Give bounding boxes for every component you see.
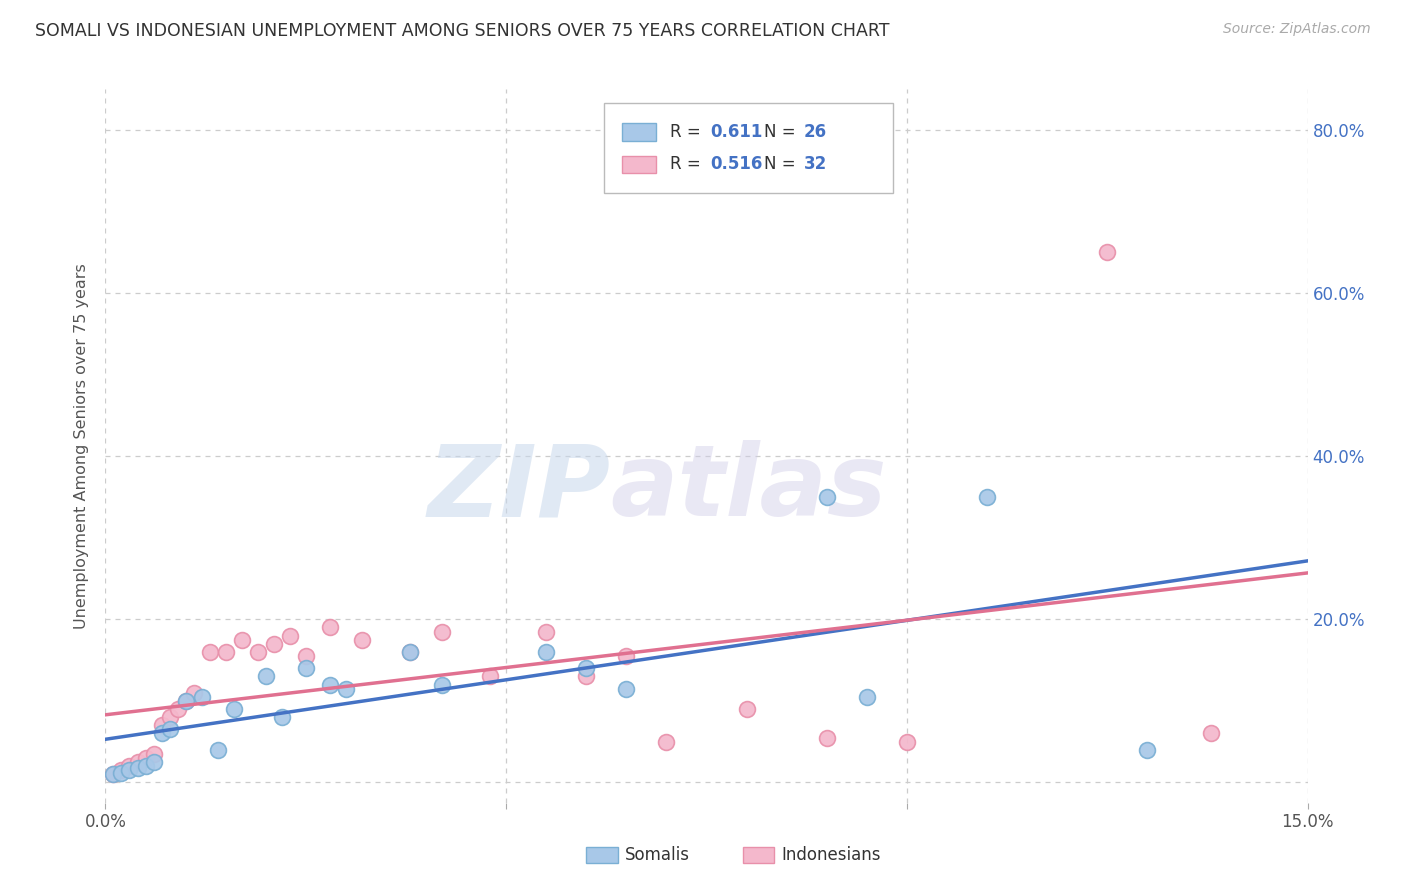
- Point: [1097, 245, 1119, 260]
- Point: [399, 645, 422, 659]
- Point: [278, 629, 301, 643]
- FancyBboxPatch shape: [742, 847, 773, 863]
- Point: [166, 702, 188, 716]
- Point: [159, 723, 181, 737]
- Point: [655, 734, 678, 748]
- Point: [190, 690, 212, 704]
- Point: [319, 677, 342, 691]
- Text: atlas: atlas: [610, 441, 887, 537]
- Point: [1201, 726, 1223, 740]
- Point: [319, 620, 342, 634]
- Point: [174, 694, 197, 708]
- Point: [142, 747, 165, 761]
- Point: [575, 669, 598, 683]
- Point: [222, 702, 245, 716]
- Point: [174, 694, 197, 708]
- Point: [110, 765, 132, 780]
- Point: [118, 759, 141, 773]
- Point: [103, 767, 125, 781]
- FancyBboxPatch shape: [605, 103, 893, 193]
- Point: [815, 490, 838, 504]
- Point: [110, 763, 132, 777]
- FancyBboxPatch shape: [623, 123, 657, 141]
- FancyBboxPatch shape: [623, 155, 657, 173]
- Point: [127, 761, 149, 775]
- Point: [575, 661, 598, 675]
- Point: [534, 645, 557, 659]
- Point: [263, 637, 285, 651]
- Y-axis label: Unemployment Among Seniors over 75 years: Unemployment Among Seniors over 75 years: [75, 263, 90, 629]
- Text: 0.611: 0.611: [710, 123, 762, 141]
- Text: 26: 26: [804, 123, 827, 141]
- Text: N =: N =: [765, 123, 801, 141]
- Point: [855, 690, 877, 704]
- Point: [231, 632, 253, 647]
- Point: [254, 669, 277, 683]
- Point: [479, 669, 502, 683]
- Point: [616, 681, 638, 696]
- Text: ZIP: ZIP: [427, 441, 610, 537]
- Point: [295, 648, 318, 663]
- Point: [127, 755, 149, 769]
- Point: [896, 734, 918, 748]
- Text: R =: R =: [671, 123, 706, 141]
- Point: [430, 677, 453, 691]
- Point: [142, 755, 165, 769]
- Point: [159, 710, 181, 724]
- Text: R =: R =: [671, 155, 706, 173]
- Text: Somalis: Somalis: [624, 846, 690, 863]
- Text: SOMALI VS INDONESIAN UNEMPLOYMENT AMONG SENIORS OVER 75 YEARS CORRELATION CHART: SOMALI VS INDONESIAN UNEMPLOYMENT AMONG …: [35, 22, 890, 40]
- Point: [976, 490, 998, 504]
- Point: [135, 759, 157, 773]
- Point: [246, 645, 269, 659]
- Point: [207, 743, 229, 757]
- Point: [150, 718, 173, 732]
- Point: [430, 624, 453, 639]
- Point: [815, 731, 838, 745]
- Point: [118, 763, 141, 777]
- Point: [1136, 743, 1159, 757]
- Point: [270, 710, 292, 724]
- Text: 0.516: 0.516: [710, 155, 762, 173]
- Text: Indonesians: Indonesians: [782, 846, 880, 863]
- Point: [103, 767, 125, 781]
- Point: [198, 645, 221, 659]
- FancyBboxPatch shape: [586, 847, 617, 863]
- Point: [214, 645, 236, 659]
- Point: [399, 645, 422, 659]
- Point: [335, 681, 357, 696]
- Point: [735, 702, 758, 716]
- Point: [295, 661, 318, 675]
- Text: N =: N =: [765, 155, 801, 173]
- Point: [150, 726, 173, 740]
- Point: [616, 648, 638, 663]
- Point: [183, 686, 205, 700]
- Text: 32: 32: [804, 155, 827, 173]
- Text: Source: ZipAtlas.com: Source: ZipAtlas.com: [1223, 22, 1371, 37]
- Point: [135, 751, 157, 765]
- Point: [350, 632, 373, 647]
- Point: [534, 624, 557, 639]
